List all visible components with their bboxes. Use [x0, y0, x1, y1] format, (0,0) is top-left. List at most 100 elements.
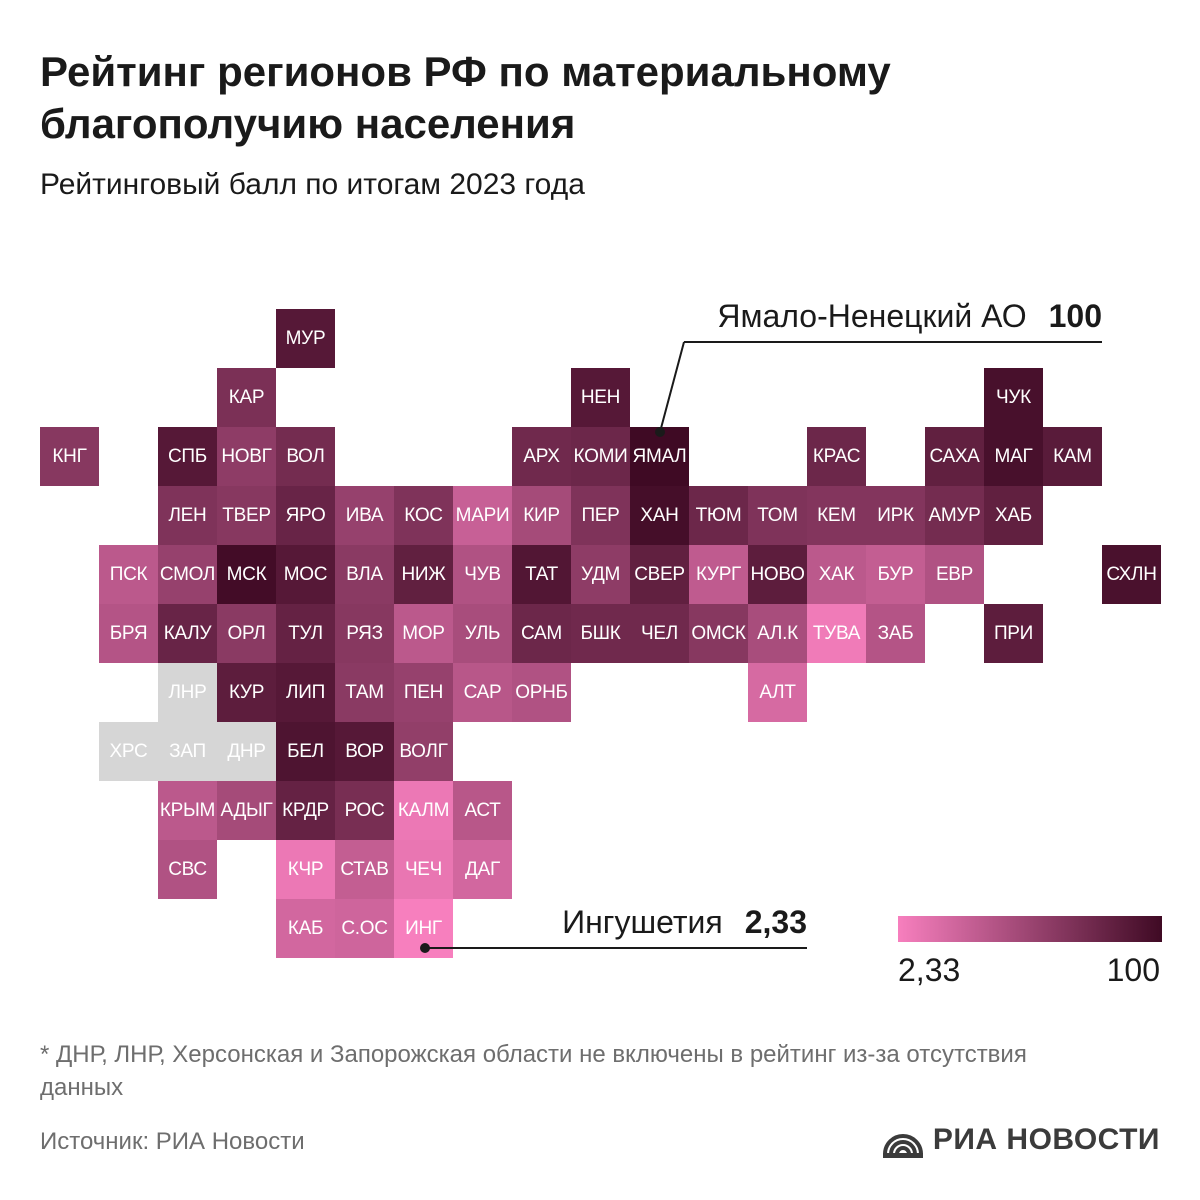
region-tile-КОМИ: КОМИ [571, 427, 630, 486]
region-tile-МОС: МОС [276, 545, 335, 604]
region-tile-map: МУР КАР НЕН ЧУК КНГ СПБ НОВГ ВОЛ АРХ КОМИ ЯМАЛ КРАС… [40, 309, 1161, 958]
region-tile-ТАТ: ТАТ [512, 545, 571, 604]
region-tile-ПРИ: ПРИ [984, 604, 1043, 663]
region-tile-ЕВР: ЕВР [925, 545, 984, 604]
region-tile-ОРНБ: ОРНБ [512, 663, 571, 722]
region-tile-КЧР: КЧР [276, 840, 335, 899]
region-tile-САХА: САХА [925, 427, 984, 486]
region-tile-КАМ: КАМ [1043, 427, 1102, 486]
region-tile-ПСК: ПСК [99, 545, 158, 604]
region-tile-КРДР: КРДР [276, 781, 335, 840]
region-tile-ЗАБ: ЗАБ [866, 604, 925, 663]
footnote: * ДНР, ЛНР, Херсонская и Запорожская обл… [40, 1041, 1027, 1101]
legend-color-scale [898, 916, 1162, 942]
region-tile-ВОР: ВОР [335, 722, 394, 781]
region-tile-НЕН: НЕН [571, 368, 630, 427]
region-tile-ЛЕН: ЛЕН [158, 486, 217, 545]
region-tile-ОРЛ: ОРЛ [217, 604, 276, 663]
region-tile-АСТ: АСТ [453, 781, 512, 840]
page-subtitle: Рейтинговый балл по итогам 2023 года [40, 168, 585, 201]
region-tile-ЯМАЛ: ЯМАЛ [630, 427, 689, 486]
region-tile-АДЫГ: АДЫГ [217, 781, 276, 840]
region-tile-ТУВА: ТУВА [807, 604, 866, 663]
region-tile-НИЖ: НИЖ [394, 545, 453, 604]
region-tile-ХАК: ХАК [807, 545, 866, 604]
ria-logo-text: РИА НОВОСТИ [932, 1123, 1160, 1156]
page-title: Рейтинг регионов РФ по материальному бла… [40, 48, 891, 147]
region-tile-ЛНР: ЛНР [158, 663, 217, 722]
region-tile-ПЕН: ПЕН [394, 663, 453, 722]
region-tile-БУР: БУР [866, 545, 925, 604]
region-tile-МАГ: МАГ [984, 427, 1043, 486]
region-tile-АЛТ: АЛТ [748, 663, 807, 722]
region-tile-ДНР: ДНР [217, 722, 276, 781]
region-tile-СВС: СВС [158, 840, 217, 899]
region-tile-СТАВ: СТАВ [335, 840, 394, 899]
region-tile-КУРГ: КУРГ [689, 545, 748, 604]
region-tile-ЧЕЛ: ЧЕЛ [630, 604, 689, 663]
region-tile-ХАБ: ХАБ [984, 486, 1043, 545]
region-tile-ВОЛ: ВОЛ [276, 427, 335, 486]
callout-yamal-value: 100 [1048, 298, 1102, 334]
ria-novosti-logo-icon [882, 1134, 923, 1158]
legend-min-label: 2,33 [898, 952, 961, 988]
region-tile-РОС: РОС [335, 781, 394, 840]
region-tile-ИНГ: ИНГ [394, 899, 453, 958]
region-tile-ЯРО: ЯРО [276, 486, 335, 545]
region-tile-НОВО: НОВО [748, 545, 807, 604]
region-tile-КИР: КИР [512, 486, 571, 545]
region-tile-МАРИ: МАРИ [453, 486, 512, 545]
callout-ingushetia-value: 2,33 [744, 904, 807, 940]
region-tile-КАР: КАР [217, 368, 276, 427]
region-tile-СВЕР: СВЕР [630, 545, 689, 604]
region-tile-СХЛН: СХЛН [1102, 545, 1161, 604]
callout-ingushetia: Ингушетия 2,33 [562, 902, 807, 942]
region-tile-ЧУК: ЧУК [984, 368, 1043, 427]
region-tile-ПЕР: ПЕР [571, 486, 630, 545]
callout-yamal: Ямало-Ненецкий АО 100 [717, 296, 1102, 336]
region-tile-ХАН: ХАН [630, 486, 689, 545]
region-tile-БЕЛ: БЕЛ [276, 722, 335, 781]
region-tile-ИВА: ИВА [335, 486, 394, 545]
region-tile-САМ: САМ [512, 604, 571, 663]
region-tile-НОВГ: НОВГ [217, 427, 276, 486]
region-tile-БРЯ: БРЯ [99, 604, 158, 663]
region-tile-МУР: МУР [276, 309, 335, 368]
region-tile-ЗАП: ЗАП [158, 722, 217, 781]
region-tile-БШК: БШК [571, 604, 630, 663]
region-tile-АЛ.К: АЛ.К [748, 604, 807, 663]
region-tile-ЧУВ: ЧУВ [453, 545, 512, 604]
region-tile-ОМСК: ОМСК [689, 604, 748, 663]
region-tile-ТУЛ: ТУЛ [276, 604, 335, 663]
region-tile-АРХ: АРХ [512, 427, 571, 486]
region-tile-КАЛУ: КАЛУ [158, 604, 217, 663]
region-tile-ТОМ: ТОМ [748, 486, 807, 545]
region-tile-КОС: КОС [394, 486, 453, 545]
legend-max-label: 100 [1106, 952, 1160, 988]
region-tile-УЛЬ: УЛЬ [453, 604, 512, 663]
region-tile-КРАС: КРАС [807, 427, 866, 486]
ria-logo: РИА НОВОСТИ [881, 1120, 1160, 1160]
region-tile-УДМ: УДМ [571, 545, 630, 604]
region-tile-САР: САР [453, 663, 512, 722]
region-tile-ЧЕЧ: ЧЕЧ [394, 840, 453, 899]
region-tile-СМОЛ: СМОЛ [158, 545, 217, 604]
region-tile-ДАГ: ДАГ [453, 840, 512, 899]
region-tile-КУР: КУР [217, 663, 276, 722]
region-tile-ТЮМ: ТЮМ [689, 486, 748, 545]
region-tile-СПБ: СПБ [158, 427, 217, 486]
callout-yamal-name: Ямало-Ненецкий АО [717, 298, 1027, 334]
region-tile-КНГ: КНГ [40, 427, 99, 486]
region-tile-С.ОС: С.ОС [335, 899, 394, 958]
region-tile-ТВЕР: ТВЕР [217, 486, 276, 545]
region-tile-ВЛА: ВЛА [335, 545, 394, 604]
region-tile-ХРС: ХРС [99, 722, 158, 781]
region-tile-КАЛМ: КАЛМ [394, 781, 453, 840]
region-tile-ЛИП: ЛИП [276, 663, 335, 722]
region-tile-МОР: МОР [394, 604, 453, 663]
region-tile-КРЫМ: КРЫМ [158, 781, 217, 840]
region-tile-МСК: МСК [217, 545, 276, 604]
region-tile-КАБ: КАБ [276, 899, 335, 958]
callout-ingushetia-name: Ингушетия [562, 904, 723, 940]
region-tile-КЕМ: КЕМ [807, 486, 866, 545]
